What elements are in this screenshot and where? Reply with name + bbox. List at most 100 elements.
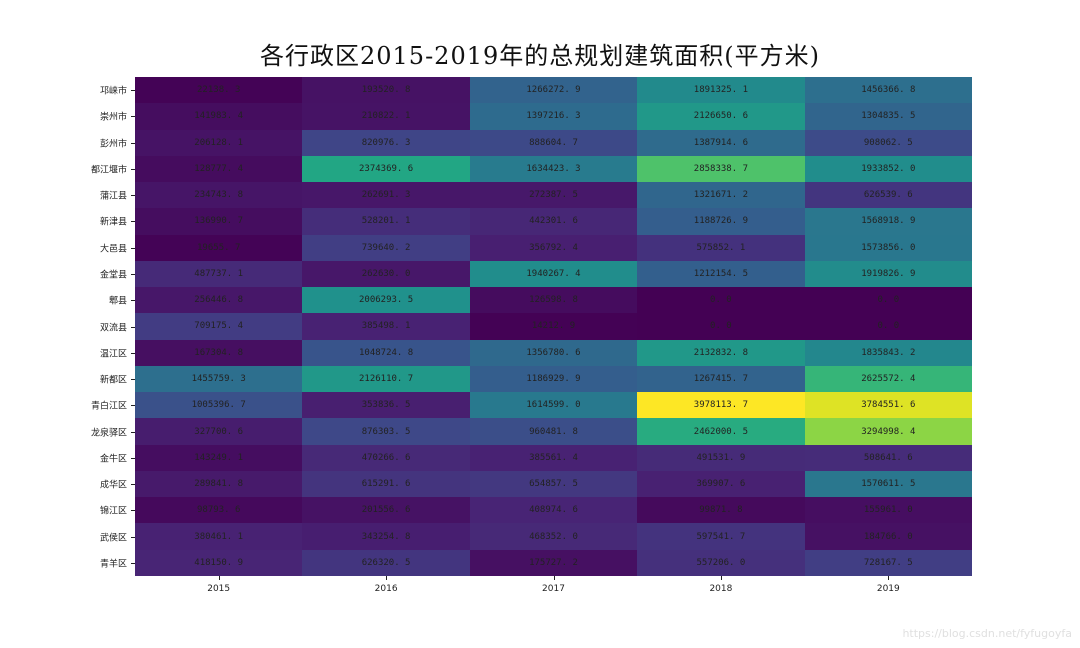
heatmap-cell: 1186929. 9 [469,365,638,393]
heatmap-cell: 201556. 6 [302,497,470,524]
heatmap-cell: 0. 0 [637,313,805,340]
heatmap-cell: 262691. 3 [302,182,470,209]
y-tick-mark [131,247,135,249]
heatmap-cell: 19655. 7 [135,234,303,261]
heatmap-cell: 210822. 1 [302,103,470,130]
heatmap-cell: 908062. 5 [804,129,972,156]
heatmap-cell: 0. 0 [637,287,805,314]
heatmap-cell: 1570611. 5 [804,470,972,498]
heatmap-cell: 184766. 0 [804,523,972,550]
heatmap-cell: 575852. 1 [637,234,805,261]
heatmap-cell: 487737. 1 [135,260,303,288]
heatmap-cell: 1919826. 9 [804,260,972,288]
heatmap-cell: 960481. 8 [469,418,638,445]
heatmap-cell: 155961. 0 [804,497,972,524]
heatmap-cell: 193520. 8 [302,77,470,104]
heatmap-cell: 2625572. 4 [804,365,972,393]
x-tick-mark [218,576,220,580]
y-tick-mark [131,379,135,381]
y-tick-mark [131,90,135,92]
y-tick-label: 新津县 [99,217,127,228]
heatmap-cell: 1940267. 4 [469,260,638,288]
x-tick-label: 2019 [876,584,900,594]
heatmap-cell: 1356780. 6 [469,339,638,366]
x-tick-label: 2015 [207,584,231,594]
heatmap-cell: 22138. 3 [135,77,303,104]
y-tick-label: 锦江区 [99,506,127,517]
heatmap-cell: 597541. 7 [637,523,805,550]
x-tick-label: 2018 [709,584,733,594]
heatmap-cell: 728167. 5 [804,549,972,576]
heatmap-cell: 615291. 6 [302,470,470,498]
heatmap-cell: 0. 0 [804,313,972,340]
y-tick-mark [131,484,135,486]
heatmap-cell: 14212. 9 [469,313,638,340]
y-tick-label: 青白江区 [90,401,127,412]
heatmap-cell: 128777. 4 [135,155,303,183]
heatmap-cell: 98793. 6 [135,497,303,524]
y-tick-mark [131,221,135,223]
heatmap-cell: 343254. 8 [302,523,470,550]
heatmap-plot-area: 22138. 3 193520. 8 1266272. 9 1891325. 1 145… [135,77,972,576]
heatmap-cell: 353836. 5 [302,392,470,419]
y-tick-label: 蒲江县 [99,191,127,202]
heatmap-cell: 1005396. 7 [135,392,303,419]
y-tick-mark [131,168,135,170]
x-tick-label: 2016 [374,584,398,594]
y-tick-mark [131,273,135,275]
y-tick-label: 青羊区 [99,559,127,570]
y-tick-label: 邛崃市 [99,86,127,97]
heatmap-cell: 175727. 2 [469,549,638,576]
heatmap-cell: 626539. 6 [804,182,972,209]
heatmap-cell: 356792. 4 [469,234,638,261]
y-tick-label: 郫县 [108,296,127,307]
heatmap-cell: 256446. 8 [135,287,303,314]
heatmap-cell: 1266272. 9 [469,77,638,104]
heatmap-cell: 2126650. 6 [637,103,805,130]
y-tick-label: 温江区 [99,349,127,360]
heatmap-cell: 3978113. 7 [637,392,805,419]
heatmap-cell: 1456366. 8 [804,77,972,104]
heatmap-cell: 99871. 8 [637,497,805,524]
y-tick-label: 都江堰市 [90,165,127,176]
heatmap-cell: 136990. 7 [135,208,303,235]
heatmap-cell: 2006293. 5 [302,287,470,314]
heatmap-cell: 1387914. 6 [637,129,805,156]
heatmap-cell: 262630. 0 [302,260,470,288]
y-tick-mark [131,457,135,459]
heatmap-cell: 380461. 1 [135,523,303,550]
heatmap-cell: 2858338. 7 [637,155,805,183]
heatmap-cell: 126598. 8 [469,287,638,314]
heatmap-cell: 3784551. 6 [804,392,972,419]
y-tick-mark [131,300,135,302]
x-tick-mark [386,576,388,580]
heatmap-cell: 557206. 0 [637,549,805,576]
heatmap-cell: 626320. 5 [302,549,470,576]
heatmap-cell: 418150. 9 [135,549,303,576]
heatmap-cell: 2462000. 5 [637,418,805,445]
heatmap-cell: 820976. 3 [302,129,470,156]
heatmap-cell: 2374369. 6 [302,155,470,183]
heatmap-cell: 289841. 8 [135,470,303,498]
heatmap-cell: 1634423. 3 [469,155,638,183]
x-tick-label: 2017 [542,584,565,594]
heatmap-cell: 888604. 7 [469,129,638,156]
x-tick-mark [720,576,722,580]
heatmap-cell: 739640. 2 [302,234,470,261]
heatmap-cell: 3294998. 4 [804,418,972,445]
x-tick-mark [553,576,555,580]
heatmap-cell: 1573856. 0 [804,234,972,261]
heatmap-cell: 1048724. 8 [302,339,470,366]
heatmap-cell: 1614599. 0 [469,392,638,419]
heatmap-cell: 1455759. 3 [135,365,303,393]
y-tick-mark [131,352,135,354]
heatmap-cell: 234743. 8 [135,182,303,209]
heatmap-cell: 385561. 4 [469,444,638,471]
heatmap-cell: 2132832. 8 [637,339,805,366]
heatmap-grid: 22138. 3 193520. 8 1266272. 9 1891325. 1 145… [135,77,972,576]
heatmap-cell: 327700. 6 [135,418,303,445]
y-tick-label: 大邑县 [99,244,127,255]
heatmap-cell: 272387. 5 [469,182,638,209]
x-tick-mark [888,576,890,580]
heatmap-cell: 470266. 6 [302,444,470,471]
